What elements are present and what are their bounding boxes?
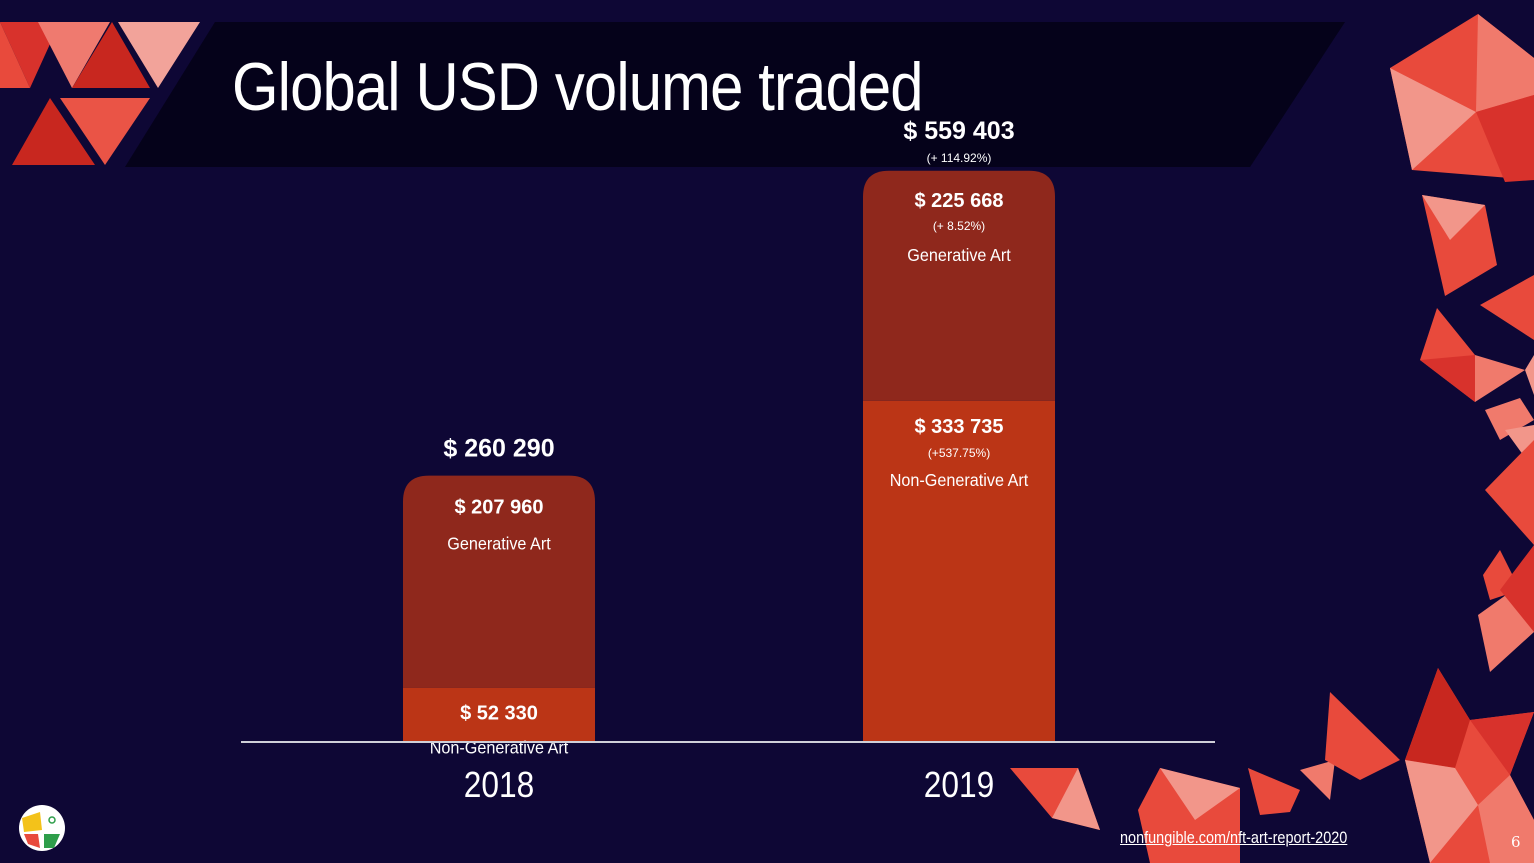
- page-number: 6: [1511, 833, 1521, 851]
- value-label-generative-2019: $ 225 668: [915, 190, 1004, 212]
- total-label-2019: $ 559 403: [903, 117, 1014, 145]
- series-label-non-generative-2019: Non-Generative Art: [890, 470, 1029, 490]
- value-label-generative-2018: $ 207 960: [455, 497, 544, 519]
- x-tick-label-2018: 2018: [464, 765, 534, 805]
- bar-generative-2018: [403, 475, 595, 688]
- logo: [19, 805, 65, 851]
- series-label-generative-2019: Generative Art: [907, 245, 1011, 265]
- change-label-non-generative-2019: (+537.75%): [928, 446, 990, 460]
- change-label-generative-2019: (+ 8.52%): [933, 219, 985, 233]
- bar-generative-2019: [863, 170, 1055, 401]
- bottom-polygons: [1010, 668, 1534, 863]
- series-label-non-generative-2018: Non-Generative Art: [430, 738, 569, 758]
- title-band: [125, 22, 1345, 167]
- source-link[interactable]: nonfungible.com/nft-art-report-2020: [1120, 828, 1348, 847]
- value-label-non-generative-2018: $ 52 330: [460, 703, 538, 725]
- top-left-triangles: [0, 22, 200, 165]
- bar-non-generative-2019: [863, 400, 1055, 741]
- total-label-2018: $ 260 290: [443, 435, 554, 463]
- x-tick-label-2019: 2019: [924, 765, 994, 805]
- value-label-non-generative-2019: $ 333 735: [915, 416, 1004, 438]
- series-label-generative-2018: Generative Art: [447, 534, 551, 554]
- bar-non-generative-2018: [403, 687, 595, 741]
- total-change-label-2019: (+ 114.92%): [927, 151, 992, 165]
- right-polygons: [1390, 14, 1534, 672]
- slide-title: Global USD volume traded: [232, 49, 924, 125]
